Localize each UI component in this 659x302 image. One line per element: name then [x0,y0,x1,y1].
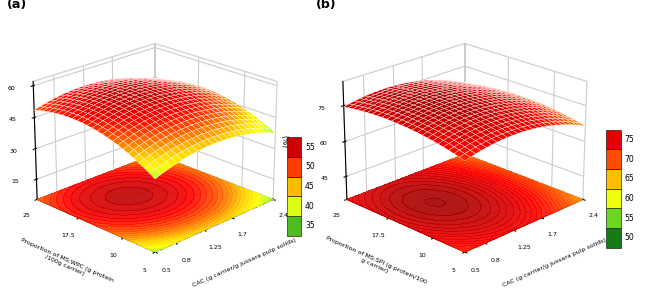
Y-axis label: Proportion of MS:SPI (g protein/100
g carrier): Proportion of MS:SPI (g protein/100 g ca… [323,236,428,290]
Text: 55: 55 [305,143,315,152]
Text: 55: 55 [625,214,635,223]
Text: 50: 50 [625,233,635,242]
Text: (a): (a) [7,0,27,11]
X-axis label: CAC (g carrier/g jussara pulp solids): CAC (g carrier/g jussara pulp solids) [192,238,297,288]
Text: 75: 75 [625,135,635,144]
Text: 60: 60 [625,194,635,203]
Text: 35: 35 [305,221,315,230]
Text: 50: 50 [305,162,315,171]
Text: 45: 45 [305,182,315,191]
Text: 70: 70 [625,155,635,164]
Text: (b): (b) [316,0,337,11]
Text: 40: 40 [305,202,315,210]
Text: 65: 65 [625,175,635,183]
Y-axis label: Proportion of MS:WPC (g protein
/100g carrier): Proportion of MS:WPC (g protein /100g ca… [17,237,114,288]
X-axis label: CAC (g carrier/g jussara pulp solids): CAC (g carrier/g jussara pulp solids) [502,238,607,288]
